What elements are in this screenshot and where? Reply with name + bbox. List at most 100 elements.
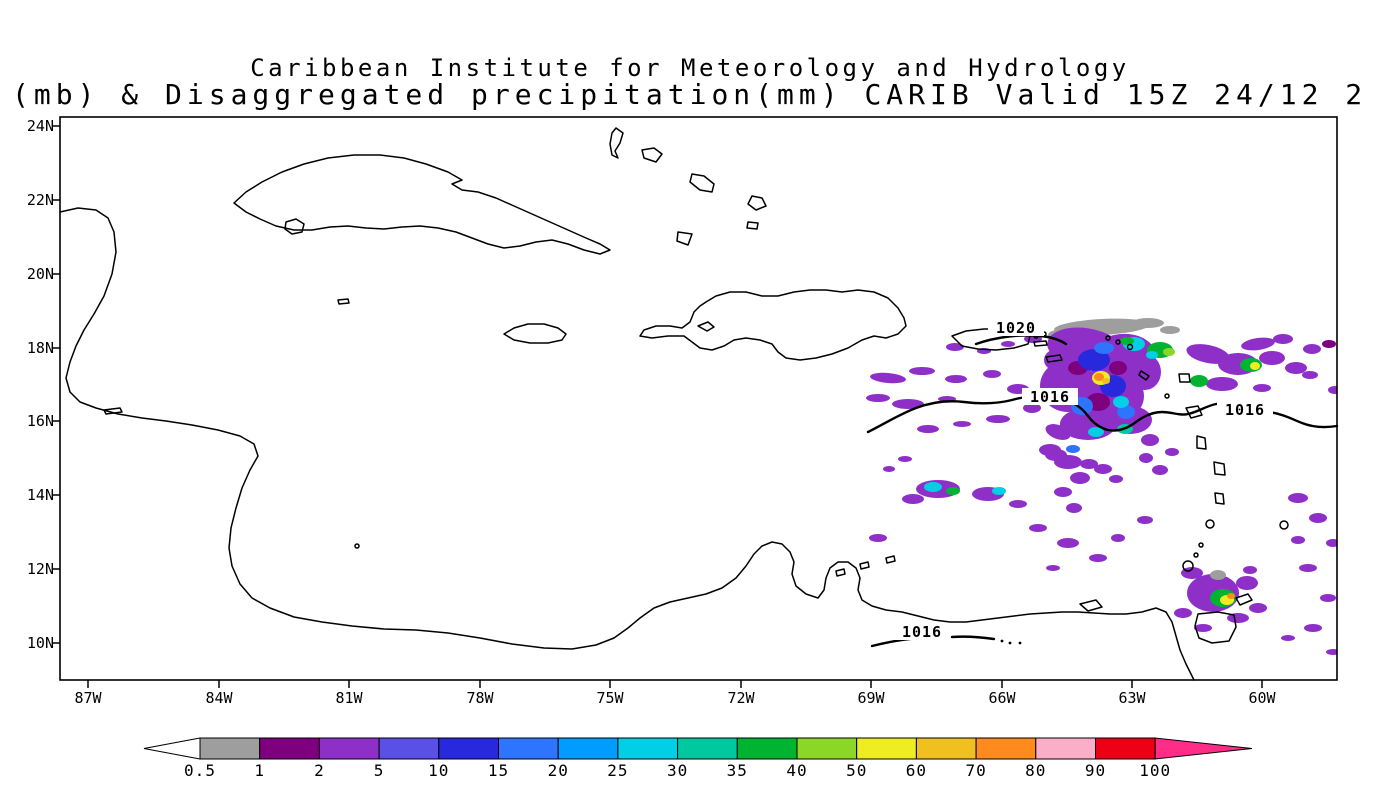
- roatan-island: [103, 407, 123, 415]
- precip-cell: [1273, 334, 1293, 344]
- colorbar-segment: [199, 737, 261, 760]
- precip-cell: [1320, 594, 1336, 602]
- lon-label: 60W: [1248, 689, 1276, 707]
- precip-cell: [1249, 603, 1267, 613]
- bahamas-island: [747, 195, 767, 211]
- colorbar-segment: [736, 737, 798, 760]
- precip-cell: [1054, 487, 1072, 497]
- precip-cell: [1259, 351, 1285, 365]
- isle-of-youth-coast: [284, 218, 305, 235]
- isobar-contours: [866, 334, 1339, 648]
- precip-cell: [883, 466, 895, 472]
- colorbar-tick-label: 80: [1025, 761, 1046, 780]
- precip-cell: [1109, 361, 1127, 375]
- colorbar-tick-label: 30: [667, 761, 688, 780]
- trinidad-island: [1194, 611, 1237, 644]
- gonave-island: [697, 321, 715, 332]
- precip-cell: [1326, 539, 1337, 547]
- precip-cell: [1285, 362, 1307, 374]
- label-mask: [1217, 401, 1273, 418]
- hispaniola-coast: [639, 289, 907, 361]
- lat-label: 14N: [27, 486, 54, 504]
- precip-cell: [1089, 554, 1107, 562]
- precip-cell: [1206, 377, 1238, 391]
- precip-cell: [1009, 500, 1027, 508]
- colorbar-tick-label: 5: [374, 761, 385, 780]
- precip-cell: [1080, 459, 1098, 469]
- aruba-island: [835, 568, 846, 577]
- precip-colorbar: 0.5 1 2 5 10 15 20 25 30 35 40 50 60 70 80 90 100: [143, 737, 1253, 780]
- precip-cell: [1304, 624, 1322, 632]
- tobago-island: [1235, 593, 1253, 606]
- colorbar-tick-label: 2: [314, 761, 325, 780]
- colorbar-right-arrow: [1154, 737, 1253, 760]
- colorbar-segment: [856, 737, 917, 760]
- colorbar-tick-label: 25: [607, 761, 628, 780]
- st-martin-island: [1115, 339, 1121, 345]
- precip-cell: [892, 399, 924, 409]
- precip-cell: [1088, 427, 1104, 437]
- margarita-island: [1079, 599, 1103, 612]
- isobar-label-1016-a: 1016: [1022, 388, 1078, 406]
- precip-cell: [1070, 472, 1090, 484]
- lon-label: 87W: [74, 689, 102, 707]
- precip-cell: [1243, 566, 1257, 574]
- org-title: Caribbean Institute for Meteorology and …: [250, 54, 1130, 82]
- precip-cell: [917, 425, 939, 433]
- anguilla-island: [1105, 335, 1111, 341]
- colorbar-tick-label: 20: [548, 761, 569, 780]
- lon-label: 75W: [596, 689, 624, 707]
- precip-cell: [1152, 465, 1168, 475]
- precip-cell: [1281, 635, 1295, 641]
- colorbar-segment: [975, 737, 1037, 760]
- st-croix-island: [1045, 354, 1063, 363]
- colorbar-segment: [796, 737, 858, 760]
- precip-cell: [1045, 449, 1067, 461]
- precip-cell: [1302, 371, 1318, 379]
- precip-cell: [1328, 386, 1337, 394]
- bahamas-island: [689, 173, 715, 193]
- precip-cell: [1066, 445, 1080, 453]
- lat-label: 24N: [27, 117, 54, 135]
- precip-cell: [1210, 570, 1226, 580]
- mainland-coast: [59, 207, 1195, 681]
- colorbar-tick-label: 70: [965, 761, 986, 780]
- precip-cell: [1250, 362, 1260, 370]
- precip-cell: [945, 375, 967, 383]
- lon-label: 66W: [988, 689, 1016, 707]
- precip-cell: [1046, 565, 1060, 571]
- label-mask: [894, 623, 950, 640]
- isobar-label-1020: 1020: [988, 319, 1044, 337]
- precip-cell: [946, 343, 964, 351]
- vieques-island: [1033, 340, 1048, 347]
- colorbar-tick-label: 10: [428, 761, 449, 780]
- jamaica-coast: [503, 323, 567, 344]
- precip-cell: [1146, 351, 1158, 359]
- precip-cell: [1045, 424, 1071, 440]
- isobar-value: 1016: [1030, 388, 1070, 406]
- precip-cell: [1094, 373, 1104, 381]
- colorbar-tick-label: 40: [786, 761, 807, 780]
- colorbar-tick-label: 0.5: [184, 761, 216, 780]
- grenadines-island: [1193, 552, 1199, 558]
- lon-label: 84W: [205, 689, 233, 707]
- isobar-dot: [1000, 639, 1004, 643]
- isobar-value: 1020: [996, 319, 1036, 337]
- precip-cell: [1299, 564, 1317, 572]
- precip-cell: [1139, 453, 1153, 463]
- precip-cell: [1109, 475, 1123, 483]
- st-kitts-island: [1138, 370, 1150, 381]
- precip-cell: [953, 421, 971, 427]
- precip-cell: [1241, 337, 1275, 351]
- lat-label: 16N: [27, 412, 54, 430]
- colorbar-tick-label: 50: [846, 761, 867, 780]
- precip-cell: [1227, 613, 1249, 623]
- lat-label: 18N: [27, 339, 54, 357]
- label-mask: [1022, 388, 1078, 405]
- precip-cell: [986, 415, 1010, 423]
- precip-cell: [992, 487, 1006, 495]
- colorbar-segment: [318, 737, 380, 760]
- precip-cell: [1326, 649, 1337, 655]
